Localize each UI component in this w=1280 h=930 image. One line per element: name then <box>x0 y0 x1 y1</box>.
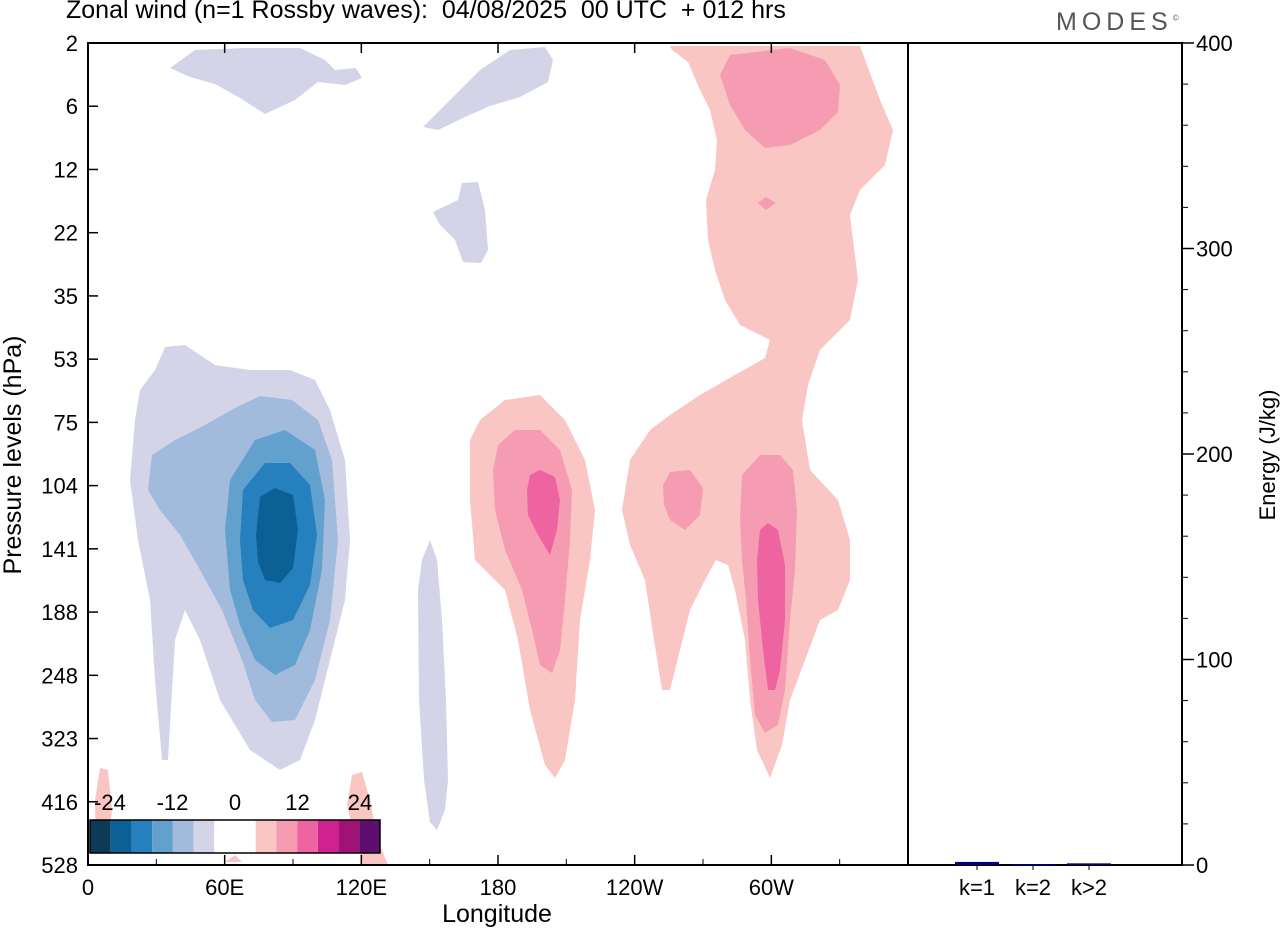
contour-field <box>95 46 893 865</box>
energy-category-label: k=2 <box>1015 875 1051 900</box>
energy-tick-label: 200 <box>1196 442 1233 467</box>
colorbar-frame <box>89 819 381 854</box>
colorbar-swatch <box>110 820 132 853</box>
contour-pos-dot <box>758 197 776 210</box>
y-tick-label: 75 <box>54 410 78 435</box>
x-tick-label: 120W <box>606 875 664 900</box>
contour-pos-east-16 <box>757 523 785 690</box>
colorbar-labels: -24 -12 0 12 24 <box>94 790 372 815</box>
colorbar-swatch <box>152 820 173 853</box>
y-tick-label: 35 <box>54 284 78 309</box>
energy-plot-frame <box>907 42 1183 866</box>
y-tick-label: 528 <box>41 853 78 878</box>
colorbar-label: -24 <box>94 790 126 815</box>
colorbar-swatch <box>193 820 215 853</box>
y-tick-label: 12 <box>54 157 78 182</box>
y-axis-label: Pressure levels (hPa) <box>0 336 27 575</box>
colorbar-swatch <box>172 820 194 853</box>
x-tick-label: 180 <box>480 875 517 900</box>
contour-pos-central-16 <box>527 470 560 555</box>
y-tick-label: 104 <box>41 474 78 499</box>
colorbar <box>89 819 381 854</box>
contour-neg-24 <box>256 488 298 583</box>
colorbar-swatch <box>338 820 360 853</box>
colorbar-swatch <box>235 820 256 853</box>
colorbar-swatch <box>255 820 277 853</box>
contour-pos-east <box>622 46 893 778</box>
y-tick-label: 6 <box>66 94 78 119</box>
contour-axes: 0 60E 120E 180 120W 60W 2 6 12 22 35 53 75 104 141 188 2… <box>41 31 841 900</box>
colorbar-swatch <box>359 820 380 853</box>
chart-title: Zonal wind (n=1 Rossby waves): 04/08/202… <box>66 0 786 24</box>
x-axis-label: Longitude <box>442 900 552 928</box>
energy-bars: k=1 k=2 k>2 <box>955 861 1111 900</box>
colorbar-label: 0 <box>229 790 241 815</box>
colorbar-swatch <box>317 820 339 853</box>
energy-category-label: k>2 <box>1071 875 1107 900</box>
colorbar-swatch <box>131 820 153 853</box>
contour-neg-upper-mid <box>433 182 488 263</box>
contour-pos-16 <box>527 470 785 690</box>
y-tick-label: 22 <box>54 221 78 246</box>
colorbar-label: 24 <box>348 790 372 815</box>
brand-logo: MODES© <box>1056 8 1179 37</box>
y-tick-label: 188 <box>41 600 78 625</box>
energy-category-label: k=1 <box>959 875 995 900</box>
contour-neg-vertical <box>418 540 448 830</box>
x-tick-label: 0 <box>82 875 94 900</box>
contour-neg-top-mid <box>423 47 553 130</box>
y-tick-label: 323 <box>41 727 78 752</box>
energy-bar <box>1011 864 1055 866</box>
x-tick-label: 120E <box>336 875 387 900</box>
brand-mark: © <box>1172 13 1179 23</box>
contour-neg-top-left <box>170 48 362 114</box>
y-tick-label: 141 <box>41 537 78 562</box>
colorbar-swatch <box>214 820 235 853</box>
y-tick-label: 416 <box>41 790 78 815</box>
energy-tick-label: 100 <box>1196 648 1233 673</box>
energy-bar <box>955 861 999 865</box>
colorbar-label: -12 <box>157 790 189 815</box>
y-tick-label: 53 <box>54 347 78 372</box>
x-tick-label: 60E <box>205 875 244 900</box>
energy-tick-label: 300 <box>1196 237 1233 262</box>
contour-pos-bottom-small <box>225 855 242 862</box>
colorbar-swatch <box>276 820 298 853</box>
energy-tick-label: 400 <box>1196 31 1233 56</box>
energy-axis-label: Energy (J/kg) <box>1255 390 1280 521</box>
energy-tick-label: 0 <box>1196 853 1208 878</box>
y-tick-label: 2 <box>66 31 78 56</box>
contour-pos-mid <box>663 470 703 530</box>
x-tick-label: 60W <box>749 875 794 900</box>
contour-pos-top <box>720 48 840 148</box>
energy-axes: 0 100 200 300 400 <box>1182 31 1233 878</box>
colorbar-label: 12 <box>285 790 309 815</box>
brand-name: MODES <box>1056 8 1173 36</box>
colorbar-swatch <box>90 820 111 853</box>
y-tick-label: 248 <box>41 663 78 688</box>
colorbar-swatch <box>297 820 318 853</box>
energy-bar <box>1067 863 1111 865</box>
